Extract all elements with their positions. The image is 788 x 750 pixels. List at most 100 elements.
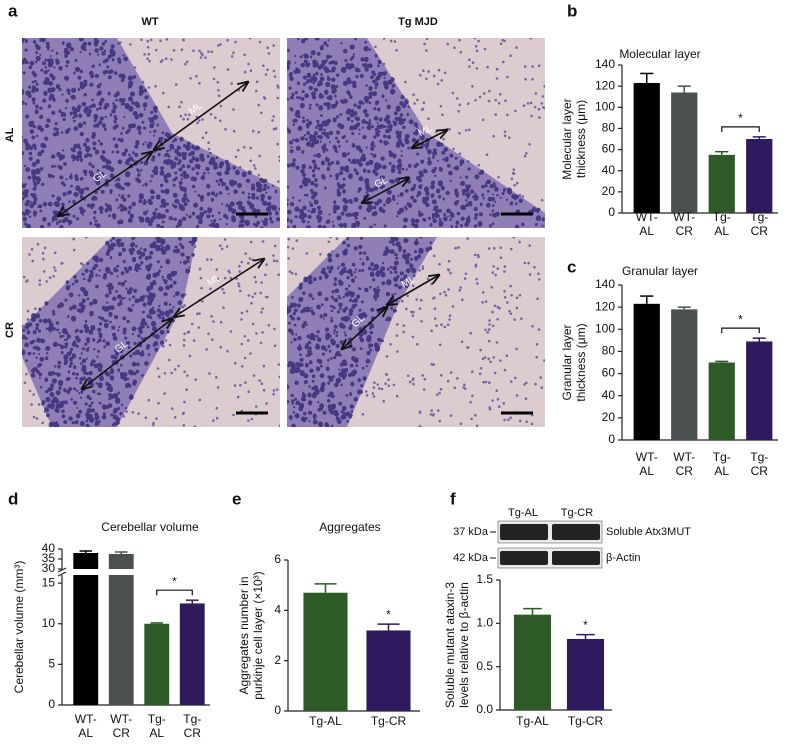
micrograph-image xyxy=(22,38,280,228)
y-tick-label: 0 xyxy=(608,432,615,446)
x-tick-label: WT-CR xyxy=(673,210,695,238)
band-size: 37 kDa xyxy=(453,526,489,538)
y-tick-label: 80 xyxy=(602,344,616,358)
axis-break xyxy=(57,571,67,577)
y-tick-label: 20 xyxy=(602,410,616,424)
y-tick-label: 6 xyxy=(274,552,281,566)
micrograph-image xyxy=(287,38,545,228)
x-tick-label: Tg-AL xyxy=(148,712,166,740)
significance-label: * xyxy=(172,574,177,588)
significance-label: * xyxy=(738,111,743,125)
x-tick-label: Tg-CR xyxy=(750,450,768,478)
chart-title: Granular layer xyxy=(622,264,698,278)
y-axis-label: Aggregates number inpurkinje cell layer … xyxy=(237,571,265,699)
x-tick-label: Tg-AL xyxy=(309,714,342,728)
x-tick-label: WT-CR xyxy=(110,712,132,740)
bar xyxy=(366,630,411,711)
y-tick-label: 40 xyxy=(602,388,616,402)
row-label: CR xyxy=(4,322,16,338)
y-tick-label: 120 xyxy=(595,78,615,92)
panel-label: a xyxy=(8,1,18,20)
layer-arrow xyxy=(362,178,409,203)
bar xyxy=(513,614,552,710)
significance-label: * xyxy=(738,312,743,326)
x-tick-label: Tg-CR xyxy=(750,210,768,238)
lane-label: Tg-CR xyxy=(561,507,593,519)
layer-arrow xyxy=(58,152,152,216)
bar xyxy=(746,139,773,213)
column-label: Tg MJD xyxy=(398,16,438,28)
axis-break xyxy=(57,567,67,573)
band-name: β-Actin xyxy=(606,552,640,564)
blot-band xyxy=(500,524,548,540)
y-tick-label: 0.0 xyxy=(476,702,493,716)
chart-title: Aggregates xyxy=(319,520,380,534)
y-axis-label: Granular layerthickness (μm) xyxy=(560,323,588,401)
bar xyxy=(633,82,660,213)
y-tick-label: 60 xyxy=(602,366,616,380)
y-tick-label: 2 xyxy=(274,653,281,667)
x-tick-label: Tg-CR xyxy=(371,714,407,728)
y-tick-label: 5 xyxy=(48,657,55,671)
bar xyxy=(671,309,698,440)
y-tick-label: 0 xyxy=(48,697,55,711)
y-tick-label: 30 xyxy=(42,561,56,575)
significance-bracket xyxy=(721,126,760,132)
y-tick-label: 35 xyxy=(42,551,56,565)
blot-band xyxy=(500,551,548,565)
layer-arrow xyxy=(82,319,172,389)
y-tick-label: 40 xyxy=(602,163,616,177)
y-tick-label: 1.5 xyxy=(476,572,493,586)
layer-arrow xyxy=(387,275,439,305)
blot-band xyxy=(552,524,600,540)
y-tick-label: 10 xyxy=(42,616,56,630)
layer-arrow xyxy=(342,307,387,349)
x-tick-label: Tg-CR xyxy=(568,714,604,728)
x-tick-label: Tg-AL xyxy=(516,714,549,728)
y-tick-label: 120 xyxy=(595,299,615,313)
panel-label: c xyxy=(567,257,576,276)
y-tick-label: 60 xyxy=(602,142,616,156)
y-tick-label: 140 xyxy=(595,277,615,291)
x-tick-label: WT-CR xyxy=(673,450,695,478)
micrograph-image xyxy=(22,237,280,427)
y-tick-label: 4 xyxy=(274,603,281,617)
bar xyxy=(671,92,698,213)
x-tick-label: Tg-AL xyxy=(713,210,731,238)
bar xyxy=(108,554,134,705)
x-tick-label: WT-AL xyxy=(75,712,97,740)
y-tick-label: 40 xyxy=(42,541,56,555)
bar xyxy=(708,362,735,440)
y-tick-label: 0.5 xyxy=(476,659,493,673)
bar-break xyxy=(72,569,100,575)
y-tick-label: 100 xyxy=(595,321,615,335)
y-tick-label: 20 xyxy=(602,184,616,198)
blot-band xyxy=(552,551,600,565)
layer-arrow xyxy=(174,259,264,317)
panel-label: b xyxy=(567,1,577,20)
y-axis-label: Soluble mutant ataxin-3levels relative t… xyxy=(443,582,471,708)
row-label: AL xyxy=(4,127,16,142)
bar xyxy=(566,638,605,710)
bar xyxy=(73,553,99,705)
y-axis-label: Molecular layerthickness (μm) xyxy=(560,98,588,179)
y-tick-label: 15 xyxy=(42,575,56,589)
y-tick-label: 140 xyxy=(595,57,615,71)
x-tick-label: WT-AL xyxy=(636,450,658,478)
significance-bracket xyxy=(721,327,760,334)
x-tick-label: Tg-CR xyxy=(183,712,201,740)
bar xyxy=(708,154,735,213)
panel-label: e xyxy=(232,489,241,508)
chart-title: Molecular layer xyxy=(619,47,700,61)
bar xyxy=(144,623,170,705)
nuclei xyxy=(22,237,198,427)
bar xyxy=(633,303,660,440)
significance-label: * xyxy=(583,618,588,632)
band-name: Soluble Atx3MUT xyxy=(606,526,691,538)
